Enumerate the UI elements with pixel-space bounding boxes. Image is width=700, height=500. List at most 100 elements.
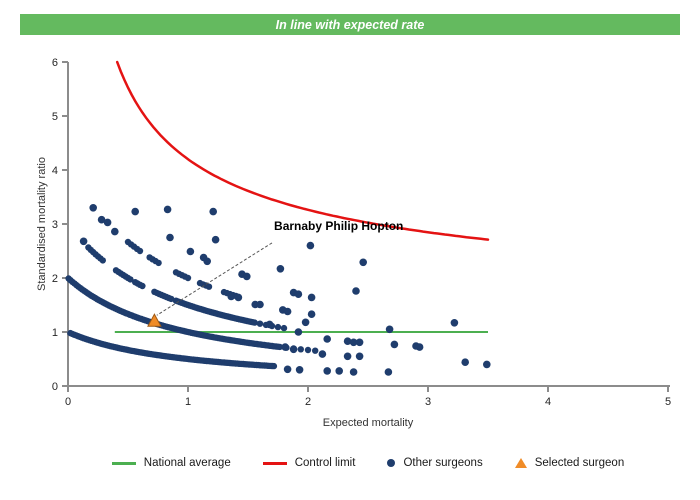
x-tick-label: 4 <box>545 396 551 408</box>
surgeon-point[interactable] <box>385 325 394 334</box>
surgeon-point[interactable] <box>251 319 258 326</box>
legend-item-selected-surgeon: Selected surgeon <box>514 457 625 469</box>
x-axis-title: Expected mortality <box>322 417 414 429</box>
surgeon-point[interactable] <box>390 340 399 349</box>
surgeon-point[interactable] <box>355 338 364 347</box>
surgeon-point[interactable] <box>349 368 358 376</box>
surgeon-point[interactable] <box>343 337 352 346</box>
surgeon-point[interactable] <box>297 346 304 353</box>
legend-label: Other surgeons <box>403 457 483 469</box>
surgeon-point[interactable] <box>312 347 319 354</box>
surgeon-point[interactable] <box>265 320 274 329</box>
surgeon-point[interactable] <box>227 292 235 301</box>
national-average-line-icon <box>111 461 136 465</box>
y-tick-label: 5 <box>52 111 58 123</box>
y-tick-label: 1 <box>52 327 58 339</box>
surgeon-point[interactable] <box>294 290 303 299</box>
y-tick-label: 6 <box>52 57 58 69</box>
surgeon-point[interactable] <box>163 205 172 214</box>
legend: National average Control limit Other sur… <box>36 457 700 469</box>
surgeon-point[interactable] <box>295 366 304 374</box>
selected-surgeon-label: Barnaby Philip Hopton <box>274 219 404 234</box>
surgeon-point[interactable] <box>304 346 312 354</box>
surgeon-point[interactable] <box>211 235 220 244</box>
surgeon-point[interactable] <box>289 345 298 354</box>
surgeon-point[interactable] <box>294 328 303 336</box>
surgeon-point[interactable] <box>307 310 316 319</box>
legend-label: Selected surgeon <box>534 457 625 469</box>
x-tick-label: 5 <box>665 396 671 408</box>
legend-item-other-surgeons: Other surgeons <box>387 457 483 469</box>
surgeon-point[interactable] <box>103 218 112 227</box>
surgeon-point[interactable] <box>384 368 393 376</box>
surgeon-point[interactable] <box>323 335 332 343</box>
surgeon-point[interactable] <box>352 287 360 295</box>
surgeon-point[interactable] <box>97 215 106 224</box>
surgeon-point[interactable] <box>355 352 364 361</box>
surgeon-point[interactable] <box>205 283 213 290</box>
y-tick-label: 3 <box>52 219 58 231</box>
surgeon-point[interactable] <box>209 207 217 216</box>
surgeon-point[interactable] <box>276 343 283 351</box>
x-tick-label: 2 <box>305 396 311 408</box>
legend-item-control-limit: Control limit <box>262 457 356 469</box>
selected-surgeon-marker[interactable] <box>147 313 162 327</box>
surgeon-point[interactable] <box>155 259 162 267</box>
legend-item-national-average: National average <box>111 457 231 469</box>
control-limit-line-icon <box>262 461 287 465</box>
surgeon-point[interactable] <box>349 338 358 347</box>
status-banner: In line with expected rate <box>20 14 680 35</box>
surgeon-point[interactable] <box>283 307 292 316</box>
y-tick-label: 2 <box>52 273 58 285</box>
legend-label: National average <box>143 457 231 469</box>
surgeon-point[interactable] <box>307 293 316 302</box>
surgeon-point[interactable] <box>281 343 290 351</box>
surgeon-point[interactable] <box>323 367 332 375</box>
other-surgeons-dot-icon <box>387 459 396 467</box>
surgeon-point[interactable] <box>318 350 327 358</box>
status-banner-text: In line with expected rate <box>275 18 425 32</box>
surgeon-point[interactable] <box>168 295 175 303</box>
surgeon-point[interactable] <box>359 258 368 267</box>
surgeon-point[interactable] <box>461 358 470 367</box>
surgeon-point[interactable] <box>483 360 491 369</box>
surgeon-point[interactable] <box>89 204 97 212</box>
surgeon-point[interactable] <box>270 362 278 370</box>
surgeon-point[interactable] <box>79 237 88 246</box>
surgeon-point[interactable] <box>415 343 424 351</box>
surgeon-point[interactable] <box>276 265 285 273</box>
surgeon-point[interactable] <box>306 241 315 250</box>
surgeon-point[interactable] <box>301 318 310 327</box>
surgeon-point[interactable] <box>335 367 344 375</box>
x-tick-label: 0 <box>65 396 71 408</box>
legend-label: Control limit <box>294 457 356 469</box>
x-tick-label: 3 <box>425 396 431 408</box>
surgeon-point[interactable] <box>280 324 288 332</box>
y-tick-label: 0 <box>52 381 58 393</box>
surgeon-point[interactable] <box>274 323 282 331</box>
surgeon-point[interactable] <box>136 247 144 255</box>
surgeon-point[interactable] <box>256 320 264 327</box>
surgeon-point[interactable] <box>186 247 195 256</box>
surgeon-point[interactable] <box>203 257 211 266</box>
surgeon-point[interactable] <box>139 282 146 290</box>
surgeon-point[interactable] <box>343 352 352 361</box>
surgeon-point[interactable] <box>450 319 459 327</box>
annotation-connector-line <box>156 242 273 316</box>
surgeon-point[interactable] <box>166 233 174 242</box>
surgeon-point[interactable] <box>283 365 292 374</box>
surgeon-point[interactable] <box>131 207 139 216</box>
y-axis-title: Standardised mortality ratio <box>36 157 48 291</box>
surgeon-point[interactable] <box>111 227 119 236</box>
surgeon-point[interactable] <box>243 272 251 281</box>
surgeon-point[interactable] <box>127 276 134 283</box>
surgeon-point[interactable] <box>99 257 107 264</box>
surgeon-point[interactable] <box>184 274 192 282</box>
surgeon-point[interactable] <box>234 293 243 302</box>
selected-surgeon-triangle-icon <box>514 458 527 468</box>
surgeon-point[interactable] <box>256 300 264 309</box>
control-limit-curve <box>115 60 490 241</box>
x-tick-label: 1 <box>185 396 191 408</box>
